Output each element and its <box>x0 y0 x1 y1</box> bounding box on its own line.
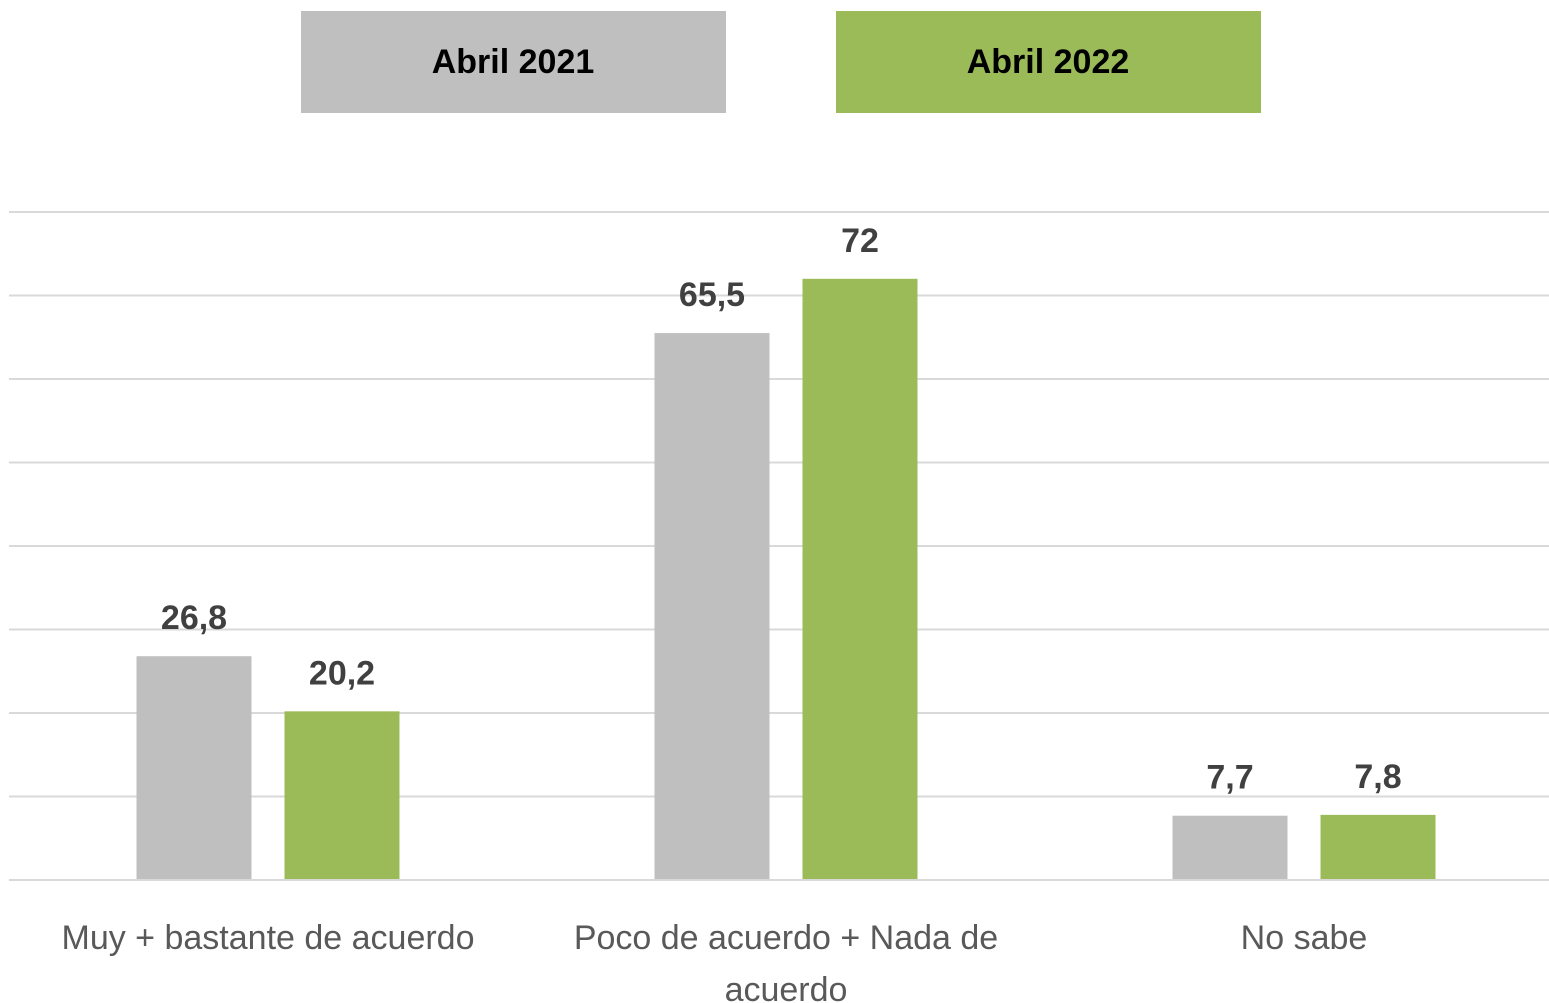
data-label: 7,8 <box>1354 758 1401 796</box>
x-tick-label: No sabe <box>1240 919 1368 957</box>
x-tick-label: Poco de acuerdo + Nada de acuerdo <box>573 919 999 1003</box>
data-label: 65,5 <box>679 276 745 314</box>
bar <box>1172 815 1288 880</box>
data-label: 26,8 <box>161 599 227 637</box>
bar <box>654 333 770 880</box>
legend-swatch <box>301 11 726 113</box>
legend-label: Abril 2022 <box>967 43 1130 81</box>
bar <box>802 278 918 880</box>
bar <box>1320 814 1436 880</box>
data-label: 20,2 <box>309 654 375 692</box>
legend-label: Abril 2021 <box>432 43 595 81</box>
x-tick-label: Muy + bastante de acuerdo <box>61 919 475 957</box>
bar <box>136 656 252 880</box>
data-label: 72 <box>841 222 879 260</box>
legend-swatch <box>836 11 1261 113</box>
data-label: 7,7 <box>1206 759 1253 797</box>
bar <box>284 711 400 880</box>
